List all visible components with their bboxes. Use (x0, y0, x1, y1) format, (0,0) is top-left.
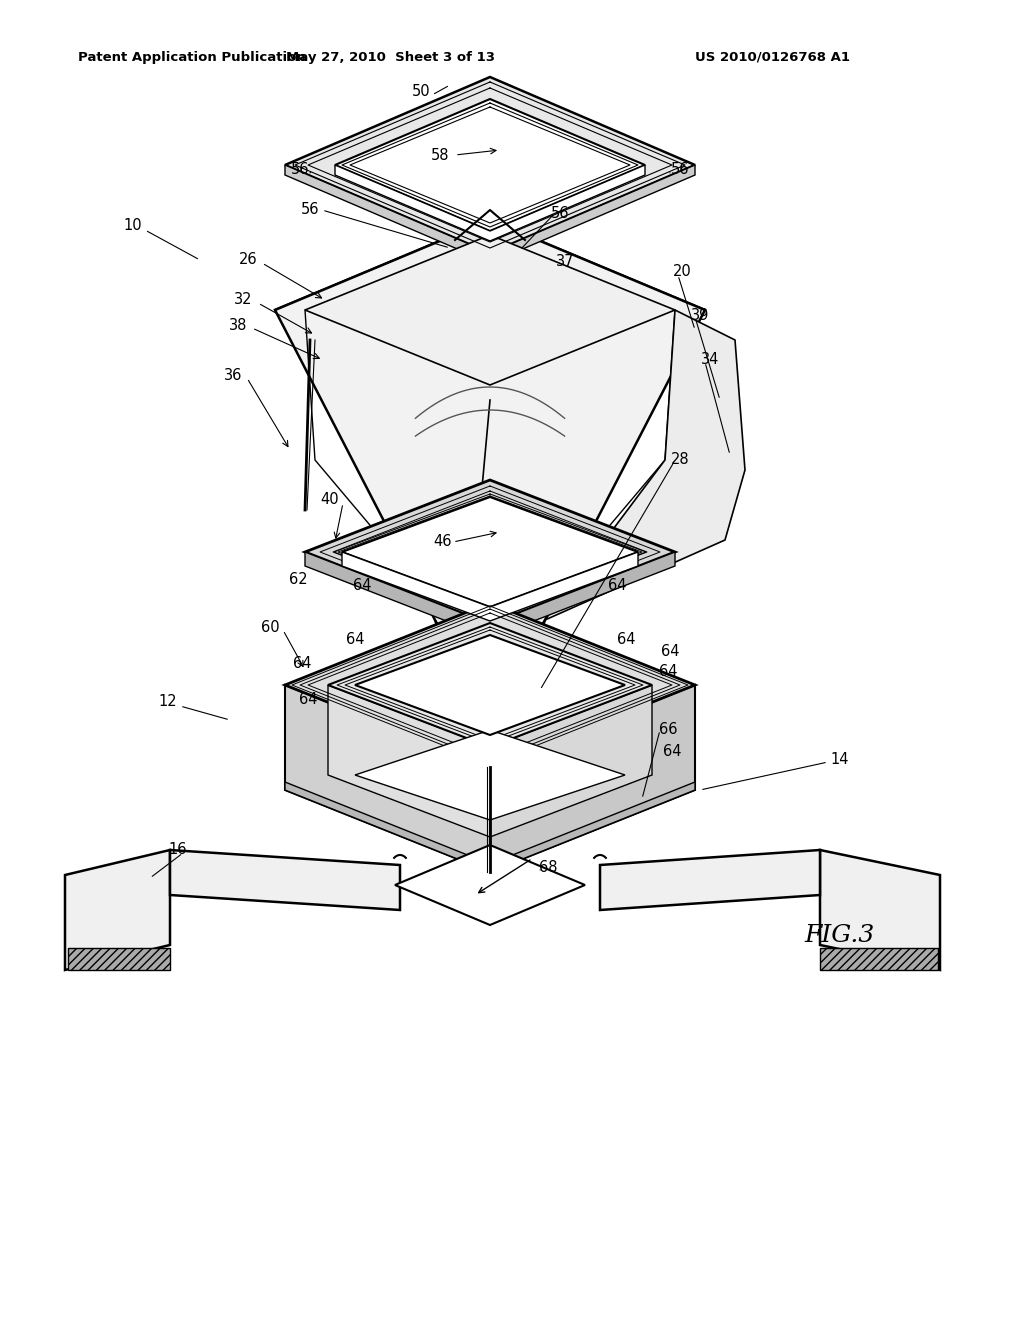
Polygon shape (65, 850, 170, 970)
Polygon shape (328, 685, 490, 837)
Polygon shape (285, 781, 695, 873)
Text: 56: 56 (551, 206, 569, 220)
Text: 64: 64 (352, 578, 372, 593)
Polygon shape (355, 635, 625, 735)
Text: 34: 34 (700, 352, 719, 367)
Text: 58: 58 (431, 148, 450, 162)
Text: Patent Application Publication: Patent Application Publication (78, 50, 306, 63)
Text: 32: 32 (233, 293, 252, 308)
Polygon shape (285, 165, 695, 263)
Polygon shape (490, 685, 652, 837)
Text: 66: 66 (658, 722, 677, 738)
Text: 64: 64 (608, 578, 627, 593)
Polygon shape (285, 77, 695, 253)
Text: 64: 64 (616, 632, 635, 648)
Text: 26: 26 (239, 252, 257, 268)
Text: 56: 56 (301, 202, 319, 218)
Text: 46: 46 (434, 535, 453, 549)
Text: 64: 64 (658, 664, 677, 680)
Text: 64: 64 (293, 656, 311, 672)
Polygon shape (305, 552, 675, 638)
Text: 64: 64 (299, 693, 317, 708)
Text: 39: 39 (691, 308, 710, 322)
Text: 40: 40 (321, 492, 339, 507)
Polygon shape (335, 165, 645, 242)
Text: 56: 56 (291, 162, 309, 177)
Text: 68: 68 (539, 859, 557, 874)
Polygon shape (490, 685, 695, 873)
Polygon shape (545, 310, 745, 620)
Polygon shape (335, 99, 645, 231)
Polygon shape (170, 850, 400, 909)
Polygon shape (820, 948, 938, 970)
Text: 56: 56 (671, 162, 689, 177)
Text: 38: 38 (228, 318, 247, 333)
Polygon shape (285, 685, 490, 873)
Text: 16: 16 (169, 842, 187, 858)
Polygon shape (600, 850, 820, 909)
Polygon shape (460, 590, 520, 690)
Text: 37: 37 (556, 255, 574, 269)
Polygon shape (355, 730, 625, 820)
Polygon shape (305, 235, 675, 385)
Polygon shape (275, 220, 705, 400)
Text: 64: 64 (346, 632, 365, 648)
Polygon shape (305, 480, 675, 624)
Text: 12: 12 (159, 694, 177, 710)
Text: 20: 20 (673, 264, 691, 280)
Text: May 27, 2010  Sheet 3 of 13: May 27, 2010 Sheet 3 of 13 (286, 50, 495, 63)
Text: 62: 62 (289, 573, 307, 587)
Polygon shape (395, 845, 585, 925)
Polygon shape (68, 948, 170, 970)
Text: 28: 28 (671, 453, 689, 467)
Text: 14: 14 (830, 752, 849, 767)
Polygon shape (275, 220, 705, 700)
Text: US 2010/0126768 A1: US 2010/0126768 A1 (695, 50, 850, 63)
Polygon shape (342, 552, 638, 620)
Text: FIG.3: FIG.3 (805, 924, 876, 946)
Text: 10: 10 (124, 218, 142, 232)
Text: 60: 60 (261, 619, 280, 635)
Polygon shape (285, 603, 695, 767)
Polygon shape (328, 623, 652, 747)
Text: 64: 64 (663, 744, 681, 759)
Polygon shape (820, 850, 940, 970)
Text: 36: 36 (224, 367, 243, 383)
Polygon shape (342, 498, 638, 607)
Text: 64: 64 (660, 644, 679, 660)
Text: 50: 50 (412, 84, 430, 99)
